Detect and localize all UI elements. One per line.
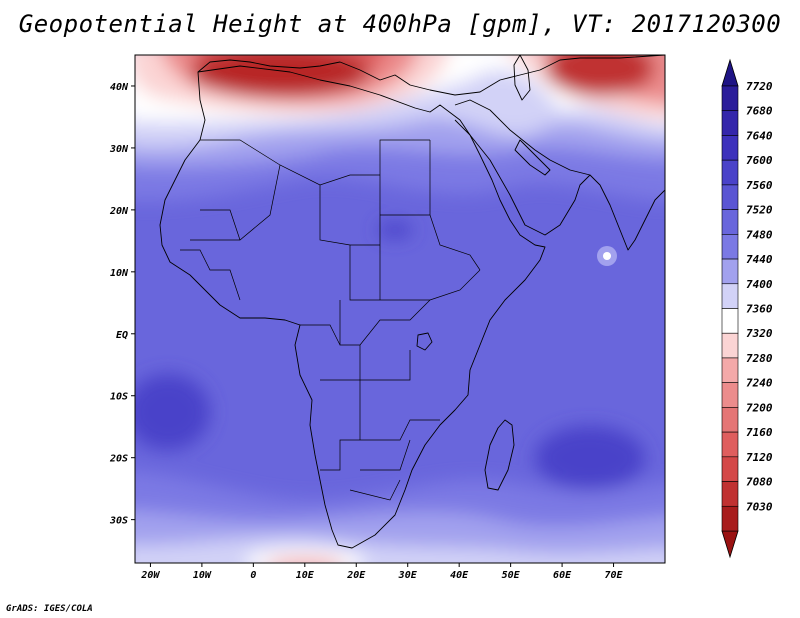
- x-tick-label: 0: [250, 570, 256, 581]
- colorbar-label: 7560: [746, 179, 773, 192]
- colorbar-label: 7520: [746, 204, 773, 217]
- colorbar-label: 7030: [746, 500, 773, 513]
- colorbar-swatch: [721, 209, 739, 235]
- y-tick-label: 30N: [109, 144, 129, 155]
- isolated-feature-core: [603, 252, 611, 260]
- colorbar-label: 7600: [746, 154, 773, 167]
- field-bands: [135, 55, 665, 563]
- persian-gulf: [514, 139, 551, 176]
- core-west: [190, 55, 370, 97]
- arabia-coast: [454, 99, 591, 236]
- y-tick-label: 30S: [109, 516, 128, 527]
- colorbar-swatch: [721, 456, 739, 482]
- x-tick-label: 20E: [346, 570, 366, 581]
- colorbar-label: 7640: [746, 129, 773, 142]
- colorbar-swatch: [721, 382, 739, 408]
- core-east: [545, 55, 655, 96]
- patch-indian: [535, 426, 645, 490]
- x-tick-label: 60E: [553, 570, 572, 581]
- colorbar-label: 7480: [746, 228, 773, 241]
- x-axis-ticks: 20W 10W 0 10E 20E 30E 40E 50E 60E 70E: [140, 563, 624, 581]
- colorbar-swatch: [721, 332, 739, 359]
- y-tick-label: 10S: [110, 392, 128, 403]
- country-borders: [180, 139, 481, 501]
- colorbar-swatch: [721, 135, 739, 161]
- colorbar-label: 7400: [746, 278, 773, 291]
- colorbar: 7720 7680 7640 7600 7560 7520 7480 7440 7400 7360…: [721, 58, 773, 559]
- colorbar-label: 7200: [746, 401, 773, 414]
- y-tick-label: 20S: [109, 454, 128, 465]
- colorbar-label: 7120: [746, 451, 773, 464]
- colorbar-swatch: [721, 110, 739, 136]
- y-axis-ticks: 40N 30N 20N 10N EQ 10S 20S 30S: [109, 82, 135, 527]
- band-south-7360: [245, 548, 365, 563]
- x-tick-label: 40E: [450, 570, 469, 581]
- colorbar-label: 7240: [746, 377, 773, 390]
- caspian: [513, 55, 531, 101]
- india-coast: [589, 174, 665, 251]
- lake-victoria: [416, 332, 433, 351]
- colorbar-label: 7720: [746, 80, 773, 93]
- madagascar: [484, 419, 515, 491]
- patch-sahara: [377, 222, 413, 238]
- border-lines: [180, 139, 481, 501]
- colorbar-swatch: [721, 159, 739, 186]
- colorbar-swatch: [721, 357, 739, 383]
- colorbar-swatch: [721, 258, 739, 285]
- europe-coast: [197, 55, 665, 96]
- colorbar-swatch: [721, 481, 739, 507]
- y-tick-label: 20N: [109, 206, 129, 217]
- colorbar-swatch: [721, 283, 739, 309]
- colorbar-label: 7320: [746, 327, 773, 340]
- geopotential-field: [135, 55, 665, 563]
- colorbar-label: 7360: [746, 303, 773, 316]
- colorbar-swatch: [721, 184, 739, 210]
- colorbar-label: 7680: [746, 105, 773, 118]
- colorbar-swatch: [721, 431, 739, 458]
- colorbar-label: 7440: [746, 253, 773, 266]
- grads-credit: GrADS: IGES/COLA: [6, 604, 93, 614]
- x-tick-label: 50E: [502, 570, 521, 581]
- map-title: Geopotential Height at 400hPa [gpm], VT:…: [18, 10, 782, 38]
- patch-atlantic: [135, 374, 210, 450]
- colorbar-swatch: [721, 85, 739, 112]
- colorbar-bottom-arrow: [721, 530, 739, 559]
- x-tick-label: 30E: [398, 570, 418, 581]
- plot-frame: [134, 54, 666, 564]
- y-tick-label: 40N: [110, 82, 129, 93]
- band-south-7320: [267, 558, 343, 563]
- colorbar-swatch: [721, 308, 739, 334]
- africa-coastline: [159, 65, 546, 549]
- colorbar-swatch: [721, 505, 739, 532]
- colorbar-swatch: [721, 234, 739, 260]
- x-tick-label: 20W: [140, 570, 160, 581]
- y-tick-label: 10N: [110, 268, 129, 279]
- colorbar-label: 7160: [746, 426, 773, 439]
- coastlines: [159, 55, 665, 549]
- x-tick-label: 70E: [605, 570, 624, 581]
- colorbar-swatch: [721, 407, 739, 433]
- colorbar-label: 7080: [746, 476, 773, 489]
- colorbar-label: 7280: [746, 352, 773, 365]
- x-tick-label: 10E: [296, 570, 315, 581]
- y-tick-label: EQ: [116, 330, 128, 341]
- x-tick-label: 10W: [193, 570, 212, 581]
- colorbar-top-arrow: [721, 58, 739, 87]
